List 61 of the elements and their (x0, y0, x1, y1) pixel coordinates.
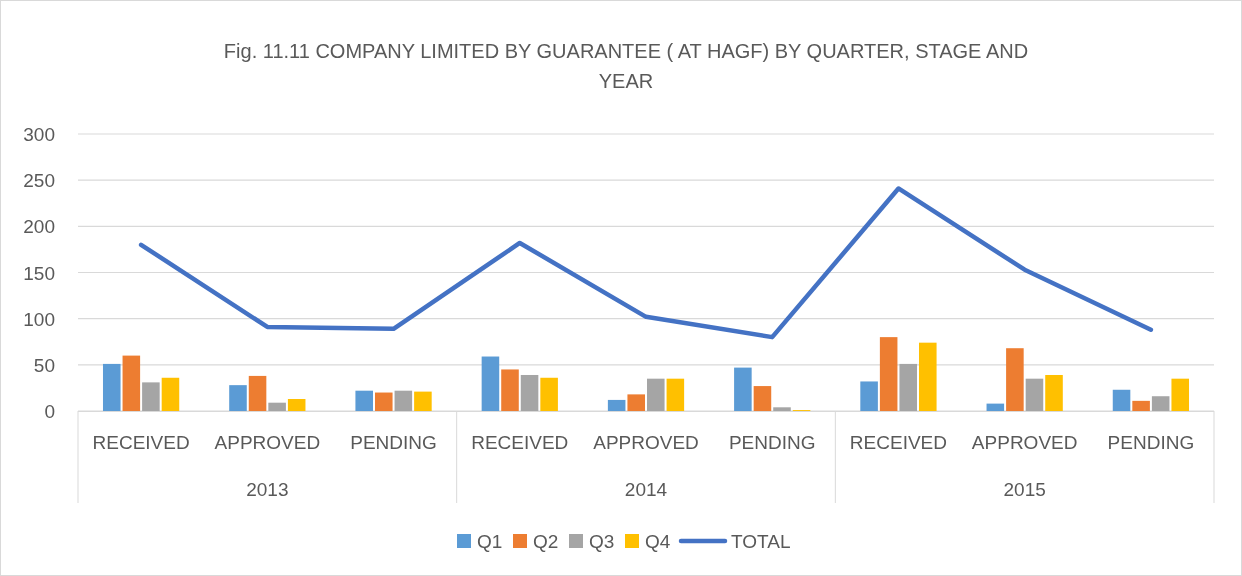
bar (666, 378, 685, 411)
bar (1025, 378, 1044, 411)
text: 2015 (1003, 479, 1046, 500)
bar (773, 407, 791, 411)
x-tick-label: PENDING (350, 432, 437, 453)
legend-label: Q4 (645, 531, 671, 552)
y-tick-label: 50 (33, 354, 55, 376)
x-tick-label: PENDING (728, 432, 816, 453)
bar (1112, 389, 1131, 411)
bar (734, 367, 752, 411)
bar (481, 356, 500, 411)
bar (229, 385, 247, 411)
legend-label: Q2 (533, 531, 559, 552)
x-tick-label: RECEIVED (471, 432, 569, 453)
bar (753, 386, 772, 411)
bar (860, 381, 878, 411)
y-tick-label: 0 (44, 401, 55, 422)
legend-label: Q1 (477, 531, 503, 552)
bar (1045, 374, 1063, 411)
bar (102, 363, 121, 411)
text: 2014 (624, 479, 668, 500)
bar (1151, 396, 1170, 411)
x-tick-label: RECEIVED (849, 432, 948, 453)
bar (414, 391, 432, 411)
text: 2013 (246, 479, 289, 500)
bar (122, 355, 141, 411)
bar (287, 399, 306, 411)
x-tick-label: PENDING (1107, 432, 1195, 453)
bar (355, 390, 373, 411)
line-series (138, 186, 1154, 340)
y-tick-label: 300 (23, 124, 55, 145)
bar (607, 399, 626, 411)
x-tick-label: APPROVED (593, 432, 699, 453)
bar (520, 374, 539, 411)
chart-title: Fig. 11.11 COMPANY LIMITED BY GUARANTEE ( AT HAGF) BY QUARTER, STAGE AND YEAR (223, 40, 1029, 92)
y-tick-label: 100 (23, 308, 55, 330)
bar (879, 337, 898, 411)
bar (540, 377, 558, 411)
x-tick-label: APPROVED (214, 432, 321, 453)
bar (501, 369, 519, 411)
bar (394, 390, 413, 411)
bar (899, 363, 918, 411)
bar (647, 378, 665, 411)
legend-label: TOTAL (731, 531, 791, 552)
bar (161, 377, 180, 411)
x-tick-label: APPROVED (971, 432, 1078, 453)
bar (1132, 400, 1150, 411)
y-tick-label: 150 (23, 262, 55, 284)
legend-label: Q3 (589, 531, 615, 552)
bar (627, 394, 645, 411)
bar (1171, 378, 1190, 411)
x-tick-label: RECEIVED (92, 432, 190, 453)
bar (248, 375, 267, 411)
bar (374, 392, 393, 411)
y-tick-label: 250 (23, 170, 55, 192)
bar (1006, 348, 1024, 411)
y-tick-label: 200 (23, 216, 55, 238)
bar (919, 342, 937, 411)
bar (268, 402, 286, 411)
bar (986, 403, 1005, 411)
bar (142, 382, 160, 411)
